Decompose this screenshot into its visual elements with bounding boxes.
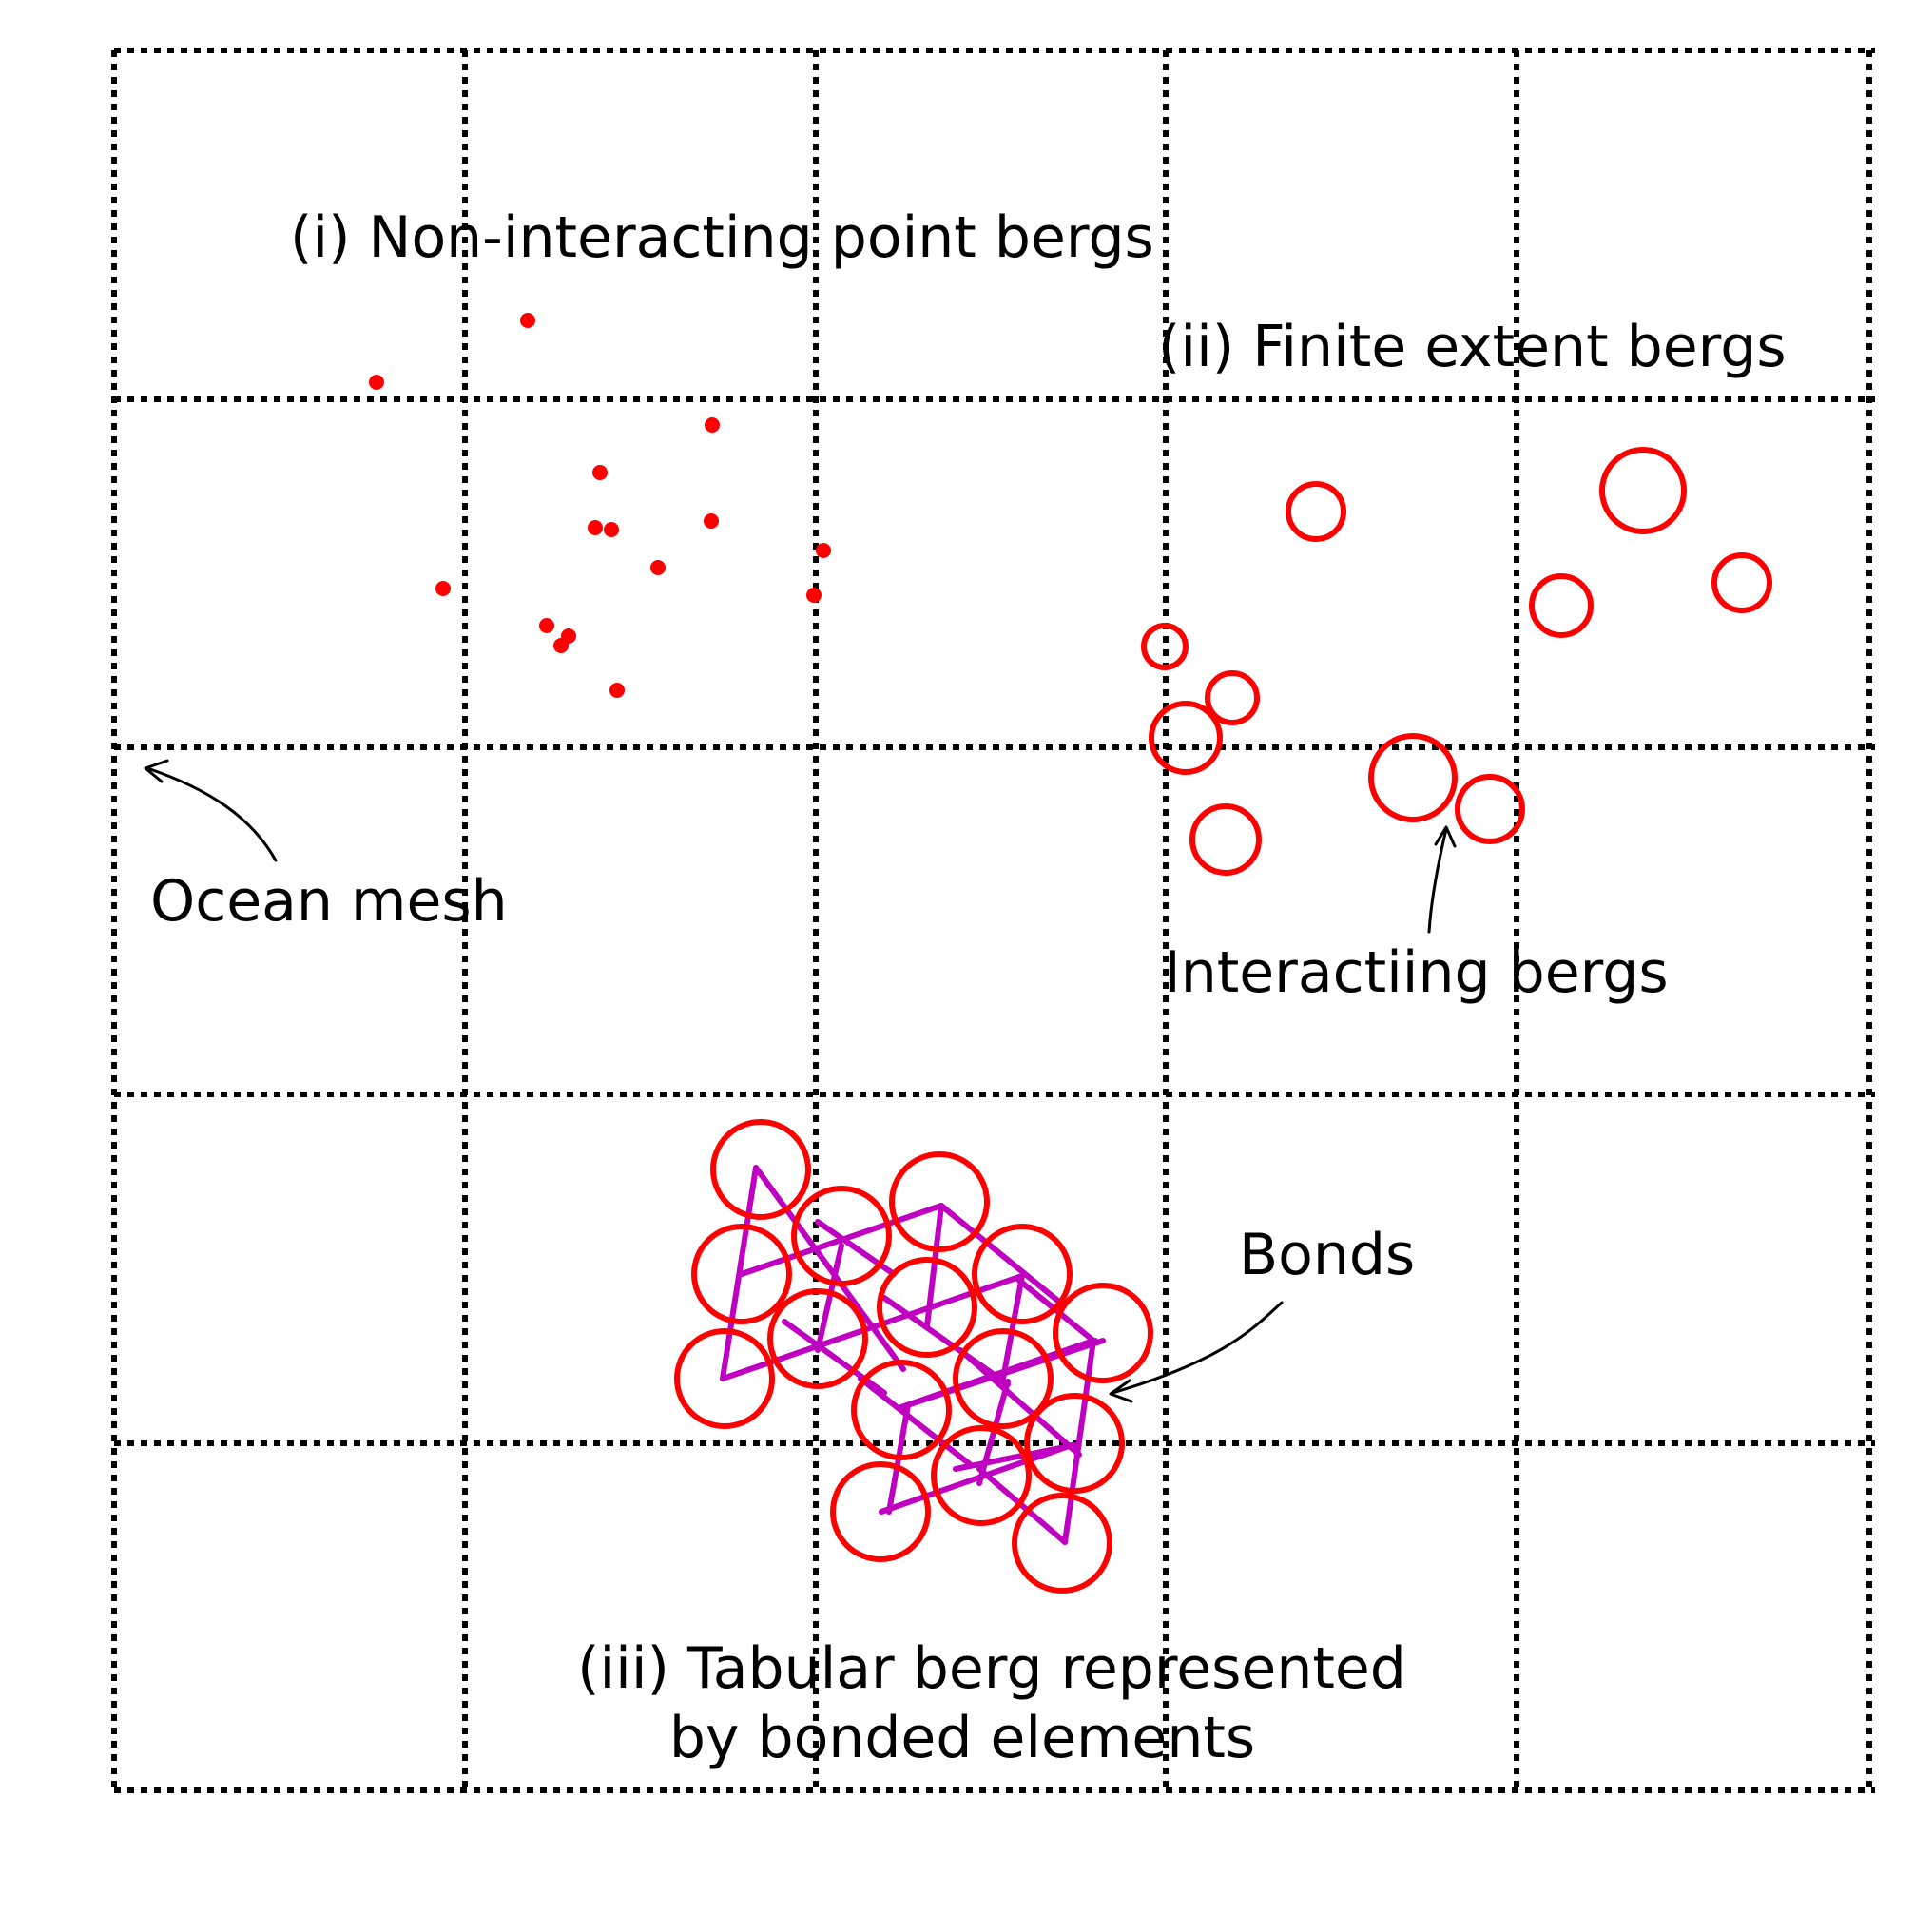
finite-berg: [1529, 573, 1594, 638]
bonded-element: [691, 1224, 792, 1324]
bond: [815, 1243, 844, 1353]
bond: [858, 1376, 973, 1467]
finite-berg: [1368, 733, 1458, 822]
ocean-mesh-arrowhead: [144, 759, 169, 783]
bonded-element: [674, 1328, 775, 1429]
point-berg: [704, 513, 719, 529]
point-berg: [435, 581, 451, 596]
annotation-arrows: [144, 759, 1457, 1403]
bond: [976, 1466, 1068, 1545]
bond: [957, 1347, 1082, 1458]
point-berg: [539, 618, 554, 633]
bonds-label: Bonds: [1239, 1222, 1415, 1288]
bonded-element: [877, 1257, 977, 1358]
point-bergs: [369, 313, 831, 698]
bond: [753, 1165, 906, 1372]
finite-berg: [1455, 774, 1525, 844]
finite-berg: [1189, 803, 1262, 876]
bonded-element: [953, 1328, 1054, 1429]
bonded-element: [791, 1186, 892, 1286]
interacting-bergs-label: Interactiing bergs: [1164, 939, 1669, 1006]
finite-extent-bergs: [1141, 447, 1772, 876]
bond: [881, 1295, 1011, 1387]
finite-berg: [1286, 481, 1346, 542]
bonded-element: [889, 1151, 990, 1252]
bonded-element: [1053, 1283, 1153, 1383]
point-berg: [369, 375, 384, 390]
point-berg: [604, 522, 619, 537]
labels: (i) Non-interacting point bergs (ii) Fin…: [150, 204, 1787, 1771]
finite-berg: [1149, 701, 1223, 775]
bonds-arrow: [1111, 1301, 1284, 1395]
point-bergs-label: (i) Non-interacting point bergs: [290, 204, 1154, 271]
interacting-arrowhead: [1434, 825, 1457, 848]
interacting-arrow: [1427, 827, 1448, 934]
point-berg: [806, 588, 822, 603]
bond: [953, 1442, 1077, 1472]
finite-bergs-label: (ii) Finite extent bergs: [1158, 314, 1787, 380]
tabular-berg-label-line1: (iii) Tabular berg represented: [577, 1635, 1406, 1702]
bond: [1000, 1273, 1025, 1381]
tabular-berg-label-line2: by bonded elements: [669, 1705, 1255, 1771]
point-berg: [592, 465, 608, 480]
point-berg: [609, 683, 625, 698]
bonded-element: [1012, 1493, 1112, 1594]
tabular-berg-elements: [674, 1119, 1153, 1594]
bond: [879, 1442, 1074, 1515]
finite-berg: [1599, 447, 1687, 534]
point-berg: [705, 417, 720, 433]
finite-berg: [1205, 670, 1260, 725]
bonded-element: [710, 1119, 811, 1220]
bond: [924, 1203, 944, 1329]
bonded-element: [1024, 1393, 1125, 1494]
bonded-element: [972, 1224, 1073, 1324]
point-berg: [520, 313, 535, 328]
ocean-mesh-grid: [111, 48, 1875, 1793]
bond: [1062, 1338, 1096, 1545]
bonded-element: [851, 1360, 952, 1460]
bonded-element: [830, 1461, 931, 1562]
point-berg: [650, 560, 666, 575]
ocean-mesh-arrow: [145, 766, 278, 862]
ocean-mesh-label: Ocean mesh: [150, 868, 508, 935]
point-berg: [588, 520, 603, 535]
bond: [720, 1165, 759, 1381]
point-berg: [816, 543, 831, 558]
bonded-element: [767, 1288, 868, 1389]
bond: [938, 1203, 1063, 1305]
finite-berg: [1711, 552, 1772, 613]
point-berg: [553, 638, 569, 653]
bonds-arrowhead: [1109, 1379, 1133, 1403]
bonded-element: [931, 1425, 1032, 1526]
finite-berg: [1141, 623, 1189, 670]
